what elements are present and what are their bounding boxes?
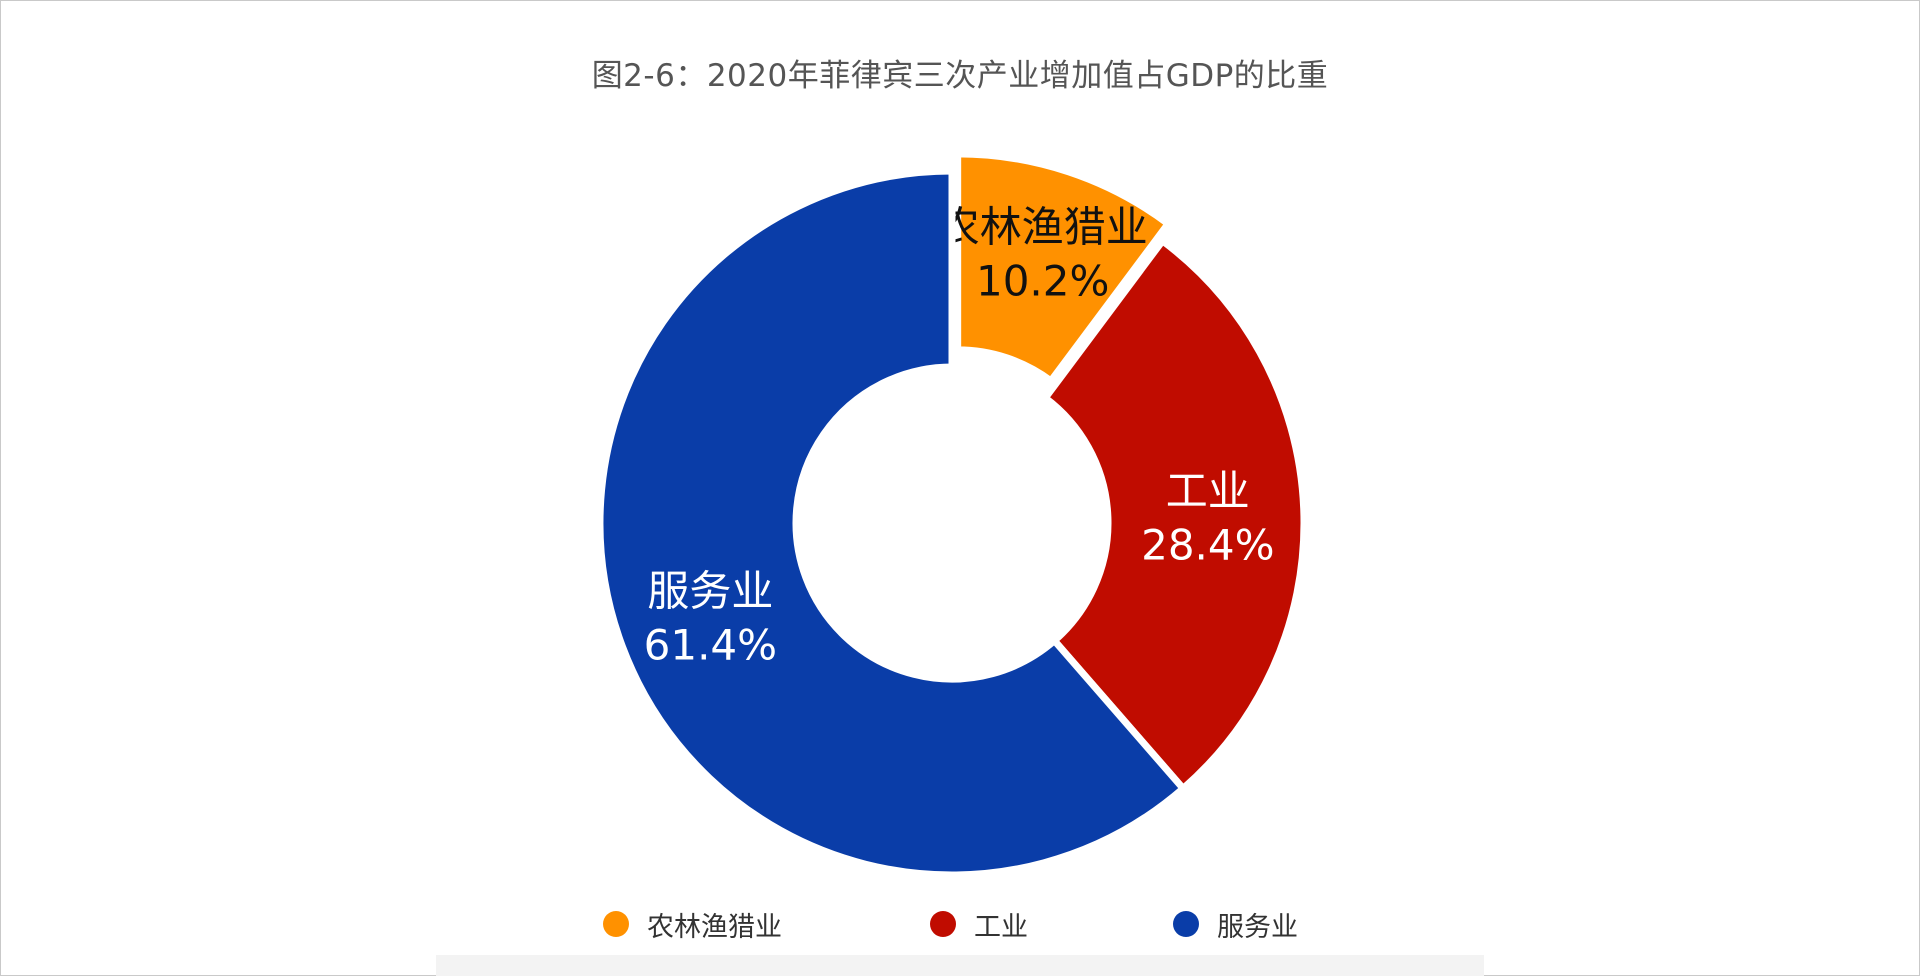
legend-item-industry: 工业 [930, 904, 1028, 944]
slice-label-group-industry: 工业 28.4% [1141, 466, 1274, 569]
slice-name-agriculture: 农林渔猎业 [938, 203, 1148, 252]
legend-swatch-industry [930, 911, 956, 937]
legend-swatch-agriculture [603, 911, 629, 937]
legend-item-services: 服务业 [1173, 904, 1298, 944]
slice-value-agriculture: 10.2% [976, 257, 1109, 306]
slice-label-group-services: 服务业 61.4% [644, 566, 777, 669]
slice-value-industry: 28.4% [1141, 520, 1274, 569]
legend-swatch-services [1173, 911, 1199, 937]
donut-slice-services [596, 167, 1189, 879]
slice-name-services: 服务业 [647, 566, 773, 615]
bottom-shade [436, 955, 1484, 976]
slice-name-industry: 工业 [1166, 466, 1250, 515]
legend-item-agriculture: 农林渔猎业 [603, 904, 782, 944]
legend-label-industry: 工业 [974, 911, 1028, 943]
legend: 农林渔猎业 工业 服务业 [0, 904, 1920, 944]
donut-slice-industry [1040, 235, 1308, 794]
slice-value-services: 61.4% [644, 620, 777, 669]
donut-slice-agriculture [954, 150, 1174, 386]
slice-label-group-agriculture: 农林渔猎业 10.2% [938, 203, 1148, 306]
chart-title: 图2-6：2020年菲律宾三次产业增加值占GDP的比重 [591, 58, 1329, 94]
legend-label-agriculture: 农林渔猎业 [647, 911, 782, 943]
legend-label-services: 服务业 [1217, 911, 1298, 943]
